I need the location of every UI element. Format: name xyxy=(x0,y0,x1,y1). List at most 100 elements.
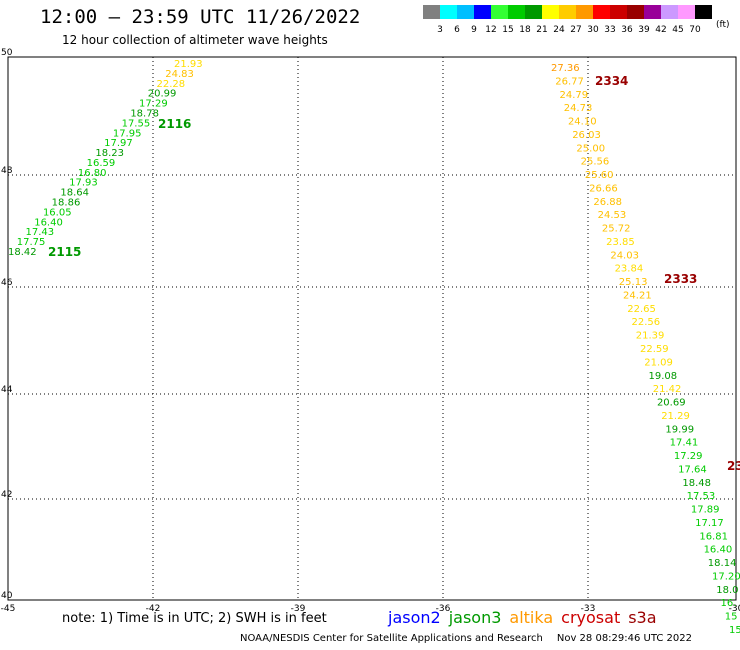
wave-height-value: 25.72 xyxy=(602,224,631,235)
satellite-legend: jason2 jason3 altika cryosat s3a xyxy=(388,608,665,627)
scale-swatch xyxy=(423,5,440,19)
wave-height-value: 24.79 xyxy=(559,90,588,101)
wave-height-value: 21.39 xyxy=(636,331,665,342)
wave-height-value: 22.28 xyxy=(157,79,186,90)
scale-swatch xyxy=(508,5,525,19)
wave-height-value: 18.78 xyxy=(130,108,159,119)
scale-label: 3 xyxy=(437,25,443,35)
wave-height-value: 15 xyxy=(729,625,740,636)
scale-label: 45 xyxy=(672,25,684,35)
wave-height-value: 15 xyxy=(725,612,738,623)
scale-swatch xyxy=(661,5,678,19)
scale-swatch xyxy=(678,5,695,19)
wave-height-value: 17.75 xyxy=(17,237,46,248)
lat-label: 46 xyxy=(1,278,13,288)
wave-height-value: 25.00 xyxy=(576,143,605,154)
scale-label: 39 xyxy=(638,25,650,35)
wave-height-value: 22.65 xyxy=(627,304,656,315)
wave-height-value: 18.42 xyxy=(8,247,37,258)
wave-height-value: 17.20 xyxy=(712,571,740,582)
wave-height-value: 23.85 xyxy=(606,237,635,248)
wave-height-value: 16.81 xyxy=(699,531,728,542)
wave-height-value: 24.83 xyxy=(165,69,194,80)
scale-swatch xyxy=(593,5,610,19)
lon-label: -36 xyxy=(436,604,451,614)
legend-cryosat: cryosat xyxy=(561,608,621,627)
wave-height-value: 24.53 xyxy=(598,210,627,221)
scale-swatch xyxy=(610,5,627,19)
scale-label: 15 xyxy=(502,25,514,35)
scale-swatch xyxy=(559,5,576,19)
scale-label: 9 xyxy=(471,25,477,35)
map-title: 12:00 – 23:59 UTC 11/26/2022 xyxy=(40,6,361,28)
wave-height-value: 18.0 xyxy=(716,585,738,596)
scale-label: 21 xyxy=(536,25,548,35)
map-subtitle: 12 hour collection of altimeter wave hei… xyxy=(62,33,328,47)
scale-label: 24 xyxy=(553,25,565,35)
wave-height-value: 16.05 xyxy=(43,207,72,218)
scale-label: 12 xyxy=(485,25,497,35)
scale-swatch xyxy=(491,5,508,19)
lat-label: 40 xyxy=(1,591,13,601)
lon-label: -45 xyxy=(1,604,16,614)
wave-height-value: 25.60 xyxy=(585,170,614,181)
wave-height-value: 17.43 xyxy=(25,227,54,238)
wave-height-value: 17.89 xyxy=(691,505,720,516)
lon-label: -30 xyxy=(729,604,740,614)
wave-height-value: 17.29 xyxy=(674,451,703,462)
wave-height-value: 16.59 xyxy=(87,158,116,169)
lon-label: -42 xyxy=(146,604,161,614)
wave-height-value: 27.36 xyxy=(551,63,580,74)
wave-height-value: 24.10 xyxy=(568,117,597,128)
wave-height-value: 17.41 xyxy=(670,438,699,449)
wave-height-value: 18.86 xyxy=(52,198,81,209)
wave-height-value: 16.40 xyxy=(704,545,733,556)
scale-unit: (ft) xyxy=(716,20,730,30)
scale-label: 70 xyxy=(689,25,701,35)
scale-swatch xyxy=(457,5,474,19)
scale-label: 6 xyxy=(454,25,460,35)
wave-height-value: 17.93 xyxy=(69,178,98,189)
lat-label: 50 xyxy=(1,48,13,58)
wave-height-value: 19.08 xyxy=(648,371,677,382)
scale-swatch xyxy=(542,5,559,19)
wave-height-value: 22.59 xyxy=(640,344,669,355)
wave-height-value: 16.40 xyxy=(34,217,63,228)
scale-swatch xyxy=(576,5,593,19)
lon-label: -33 xyxy=(581,604,596,614)
wave-height-value: 24.03 xyxy=(610,250,639,261)
scale-swatch xyxy=(525,5,542,19)
scale-label: 33 xyxy=(604,25,616,35)
scale-swatch xyxy=(440,5,457,19)
wave-height-value: 26.03 xyxy=(572,130,601,141)
wave-height-value: 21.93 xyxy=(174,59,203,70)
wave-height-value: 26.66 xyxy=(589,183,618,194)
wave-height-value: 23.84 xyxy=(615,264,644,275)
wave-height-value: 19.99 xyxy=(665,424,694,435)
wave-height-value: 17.64 xyxy=(678,464,707,475)
wave-height-value: 26.88 xyxy=(593,197,622,208)
pass-label: 2116 xyxy=(158,117,191,131)
scale-label: 36 xyxy=(621,25,633,35)
pass-label: 2115 xyxy=(48,245,81,259)
wave-height-value: 18.14 xyxy=(708,558,737,569)
wave-height-value: 20.69 xyxy=(657,398,686,409)
wave-height-value: 17.55 xyxy=(122,118,151,129)
footer: NOAA/NESDIS Center for Satellite Applica… xyxy=(240,633,692,644)
wave-height-value: 17.29 xyxy=(139,99,168,110)
wave-height-value: 17.17 xyxy=(695,518,724,529)
lon-label: -39 xyxy=(291,604,306,614)
scale-label: 42 xyxy=(655,25,667,35)
footer-org: NOAA/NESDIS Center for Satellite Applica… xyxy=(240,633,543,644)
wave-height-value: 17.53 xyxy=(687,491,716,502)
scale-swatch xyxy=(627,5,644,19)
scale-label: 27 xyxy=(570,25,582,35)
scale-swatch xyxy=(644,5,661,19)
legend-altika: altika xyxy=(509,608,554,627)
wave-height-value: 17.97 xyxy=(104,138,133,149)
wave-height-value: 16.80 xyxy=(78,168,107,179)
wave-height-value: 21.29 xyxy=(661,411,690,422)
legend-jason2: jason2 xyxy=(388,608,441,627)
wave-height-value: 24.21 xyxy=(623,290,652,301)
